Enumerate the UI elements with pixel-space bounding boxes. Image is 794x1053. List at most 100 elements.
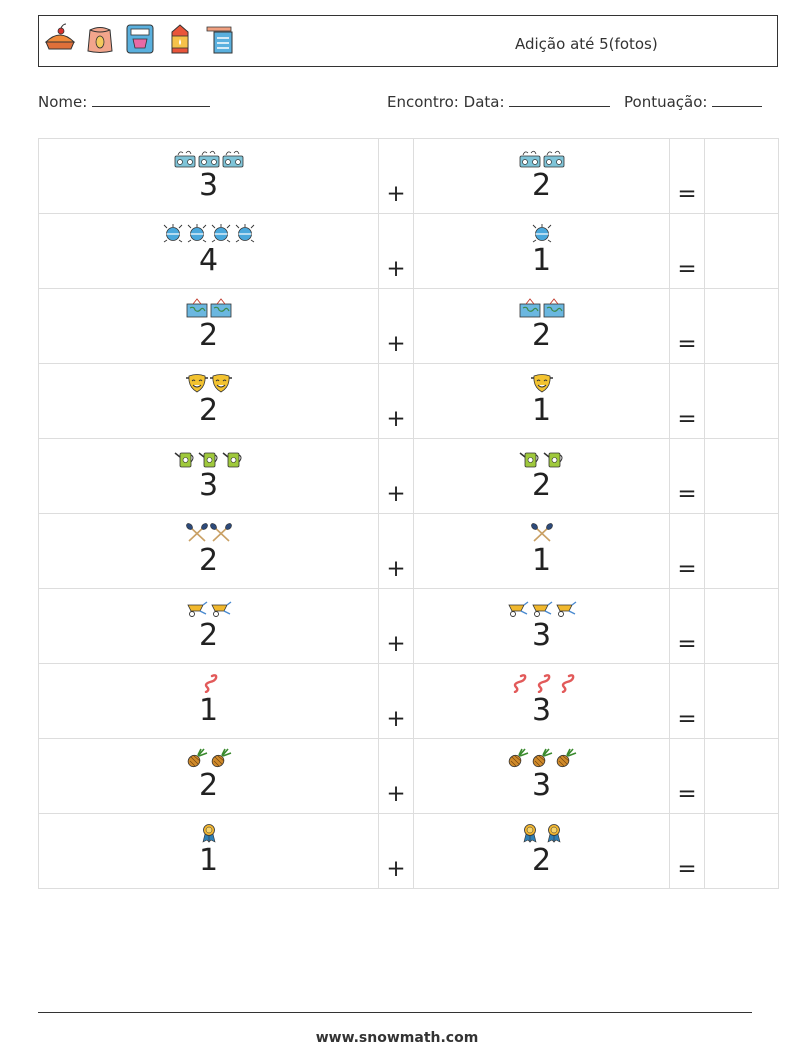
name-blank[interactable] [92, 94, 211, 107]
name-label: Nome: [38, 93, 88, 111]
flour-sack-icon [83, 22, 117, 56]
recipe-card-icon [203, 22, 237, 56]
addend-b-number: 2 [531, 468, 552, 503]
operator-cell: + [378, 663, 414, 739]
equals-cell: = [669, 513, 705, 589]
equals-sign: = [677, 856, 697, 882]
plus-sign: + [386, 481, 406, 507]
footer-divider [38, 1012, 752, 1013]
addend-b-number: 1 [531, 393, 552, 428]
addend-b-cell: 3 [413, 738, 670, 814]
date-blank[interactable] [509, 94, 611, 107]
germ-icon [210, 223, 232, 243]
problem-row: 4 +1 = [38, 213, 779, 289]
picture-group [39, 148, 378, 168]
watering-can-icon [519, 448, 541, 468]
picture-group [414, 373, 669, 393]
pineapple-icon [555, 748, 577, 768]
answer-box[interactable] [704, 138, 779, 214]
theater-mask-icon [531, 373, 553, 393]
addend-a-cell: 2 [38, 363, 379, 439]
map-icon [519, 298, 541, 318]
answer-box[interactable] [704, 588, 779, 664]
plus-sign: + [386, 181, 406, 207]
addend-b-cell: 3 [413, 663, 670, 739]
operator-cell: + [378, 588, 414, 664]
pineapple-icon [531, 748, 553, 768]
map-icon [186, 298, 208, 318]
addend-b-number: 1 [531, 243, 552, 278]
session-label: Encontro: [387, 93, 459, 111]
theater-mask-icon [210, 373, 232, 393]
answer-box[interactable] [704, 738, 779, 814]
answer-box[interactable] [704, 438, 779, 514]
addend-a-number: 3 [198, 168, 219, 203]
problem-row: 3 +2 = [38, 138, 779, 214]
equals-cell: = [669, 138, 705, 214]
radio-icon [174, 148, 196, 168]
score-field: Pontuação: [624, 93, 763, 111]
milk-carton-icon [163, 22, 197, 56]
operator-cell: + [378, 438, 414, 514]
score-blank[interactable] [712, 94, 763, 107]
addend-b-cell: 2 [413, 138, 670, 214]
problem-row: 3 +2 = [38, 438, 779, 514]
equals-cell: = [669, 738, 705, 814]
equals-sign: = [677, 406, 697, 432]
picture-group [39, 298, 378, 318]
answer-box[interactable] [704, 363, 779, 439]
addend-b-cell: 2 [413, 438, 670, 514]
addend-b-number: 2 [531, 843, 552, 878]
addend-a-cell: 3 [38, 138, 379, 214]
addend-b-cell: 1 [413, 363, 670, 439]
crossed-paddles-icon [186, 523, 208, 543]
answer-box[interactable] [704, 813, 779, 889]
worm-icon [531, 673, 553, 693]
plus-sign: + [386, 256, 406, 282]
addend-b-cell: 2 [413, 813, 670, 889]
picture-group [39, 373, 378, 393]
equals-sign: = [677, 331, 697, 357]
radio-icon [222, 148, 244, 168]
equals-cell: = [669, 363, 705, 439]
pineapple-icon [507, 748, 529, 768]
operator-cell: + [378, 213, 414, 289]
germ-icon [531, 223, 553, 243]
radio-icon [198, 148, 220, 168]
crossed-paddles-icon [531, 523, 553, 543]
answer-box[interactable] [704, 213, 779, 289]
wheelbarrow-icon [555, 598, 577, 618]
picture-group [414, 673, 669, 693]
addend-a-number: 2 [198, 393, 219, 428]
problem-row: 1 +3 = [38, 663, 779, 739]
addend-a-number: 1 [198, 693, 219, 728]
addend-a-cell: 2 [38, 738, 379, 814]
addend-a-cell: 4 [38, 213, 379, 289]
addend-b-cell: 3 [413, 588, 670, 664]
addend-a-number: 2 [198, 768, 219, 803]
addend-b-number: 1 [531, 543, 552, 578]
addend-a-cell: 2 [38, 513, 379, 589]
equals-cell: = [669, 438, 705, 514]
equals-cell: = [669, 813, 705, 889]
equals-sign: = [677, 781, 697, 807]
answer-box[interactable] [704, 288, 779, 364]
wheelbarrow-icon [210, 598, 232, 618]
picture-group [414, 148, 669, 168]
answer-box[interactable] [704, 513, 779, 589]
score-label: Pontuação: [624, 93, 708, 111]
pie-icon [43, 22, 77, 56]
equals-cell: = [669, 213, 705, 289]
answer-box[interactable] [704, 663, 779, 739]
addend-a-number: 2 [198, 618, 219, 653]
picture-group [39, 523, 378, 543]
addend-a-cell: 3 [38, 438, 379, 514]
theater-mask-icon [186, 373, 208, 393]
addend-b-cell: 2 [413, 288, 670, 364]
equals-cell: = [669, 588, 705, 664]
addend-b-cell: 1 [413, 213, 670, 289]
name-field: Nome: [38, 93, 211, 111]
plus-sign: + [386, 781, 406, 807]
picture-group [414, 598, 669, 618]
equals-sign: = [677, 181, 697, 207]
